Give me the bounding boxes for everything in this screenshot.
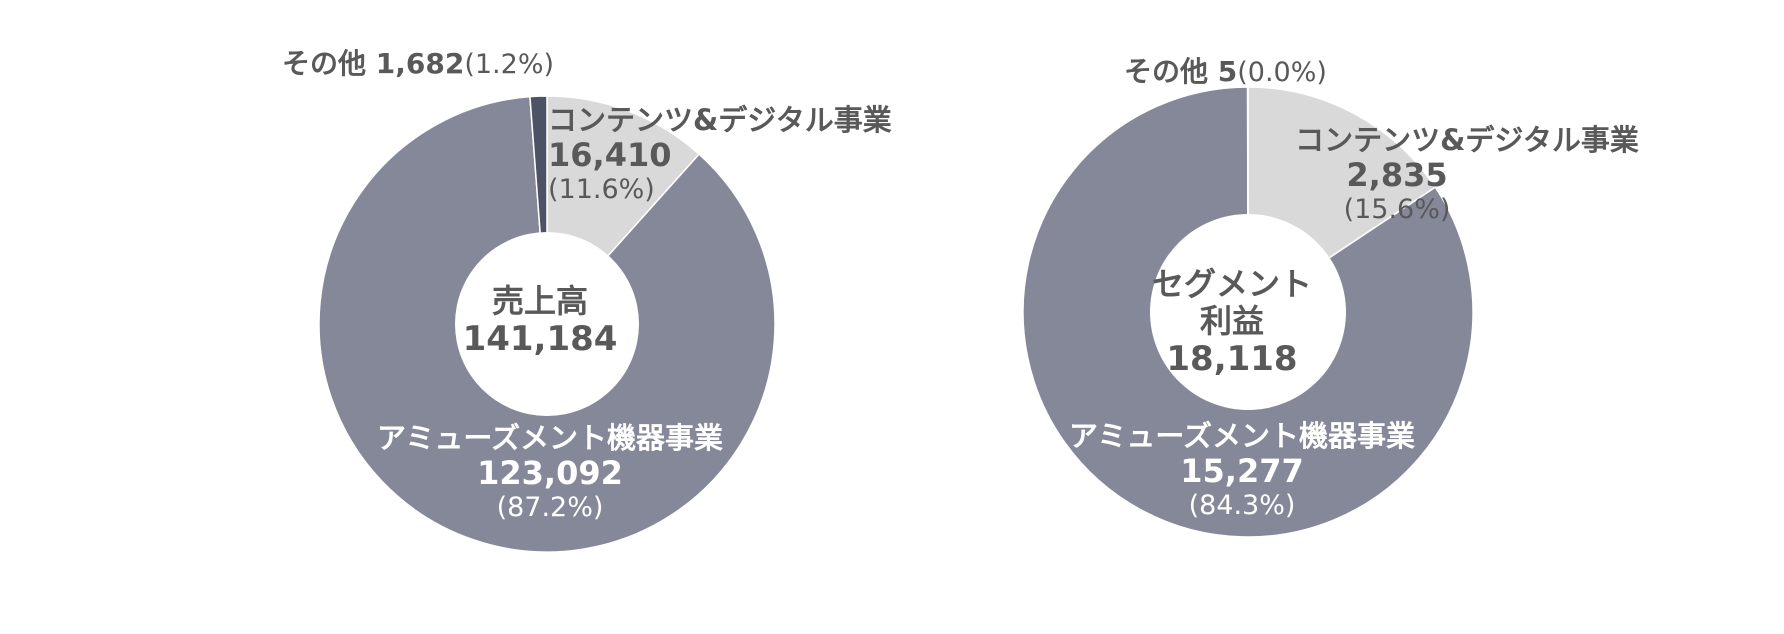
donut-hole bbox=[1150, 214, 1346, 410]
sales-donut-chart: その他 1,682(1.2%) コンテンツ&デジタル事業 16,410 (11.… bbox=[282, 47, 892, 553]
slice-label-amusement: アミューズメント機器事業 15,277 (84.3%) bbox=[1069, 419, 1415, 522]
slice-label-other: その他 1,682(1.2%) bbox=[282, 47, 555, 80]
donut-hole bbox=[455, 232, 639, 416]
profit-donut-chart: その他 5(0.0%) コンテンツ&デジタル事業 2,835 (15.6%) ア… bbox=[892, 0, 1784, 634]
center-title-line2: 利益 bbox=[1199, 301, 1264, 340]
donut-center-label: 売上高 141,184 bbox=[440, 283, 640, 359]
donut-center-label: セグメント 利益 18,118 bbox=[1132, 266, 1332, 379]
center-title-line1: セグメント bbox=[1151, 265, 1312, 303]
center-value: 18,118 bbox=[1166, 338, 1298, 379]
slice-label-contents-digital: コンテンツ&デジタル事業 16,410 (11.6%) bbox=[548, 103, 892, 206]
slice-label-amusement: アミューズメント機器事業 123,092 (87.2%) bbox=[377, 421, 723, 524]
center-value: 141,184 bbox=[462, 318, 618, 359]
profit-donut-svg bbox=[1022, 86, 1474, 538]
sales-donut-svg bbox=[318, 95, 776, 553]
center-title: 売上高 bbox=[491, 282, 588, 320]
slice-label-other: その他 5(0.0%) bbox=[1124, 55, 1327, 88]
slice-label-contents-digital: コンテンツ&デジタル事業 2,835 (15.6%) bbox=[1295, 123, 1639, 226]
